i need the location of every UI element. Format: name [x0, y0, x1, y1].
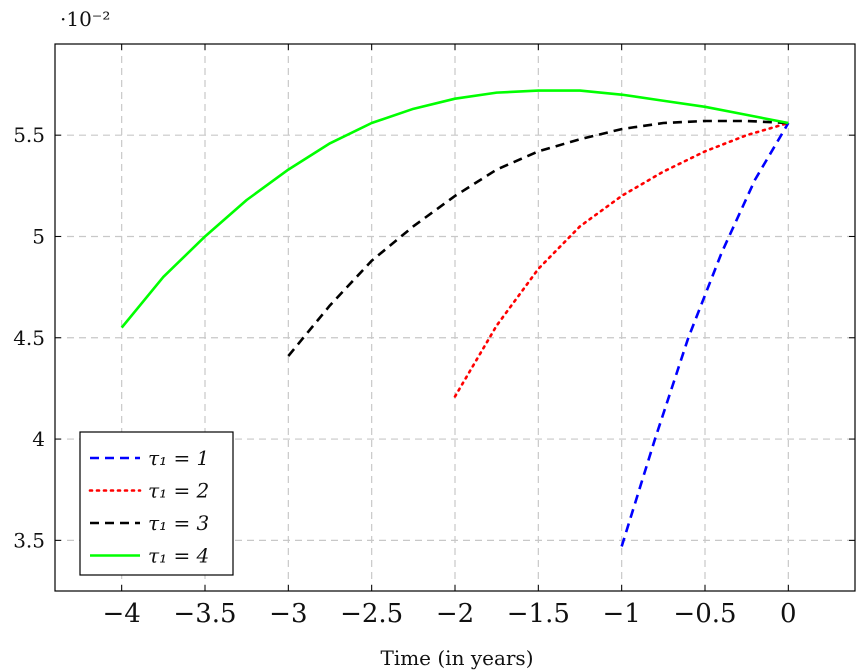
- series-line-4: [120, 89, 789, 329]
- x-tick-label: −2: [436, 599, 474, 629]
- y-tick-label: 3.5: [13, 528, 45, 552]
- legend-label: τ₁ = 2: [148, 479, 209, 503]
- x-tick-label: −1.5: [507, 599, 570, 629]
- x-tick-label: −3: [269, 599, 307, 629]
- y-tick-label: 5: [32, 224, 45, 248]
- legend: τ₁ = 1 τ₁ = 2 τ₁ = 3 τ₁ = 4: [79, 431, 234, 576]
- y-tick-label: 5.5: [13, 123, 45, 147]
- legend-label: τ₁ = 1: [148, 446, 209, 470]
- y-axis-ticks: 3.5 4 4.5 5 5.5: [13, 123, 855, 552]
- x-tick-label: −4: [103, 599, 141, 629]
- x-tick-label: −0.5: [673, 599, 736, 629]
- x-tick-label: −3.5: [173, 599, 236, 629]
- x-axis-label: Time (in years): [380, 646, 533, 670]
- y-tick-label: 4.5: [13, 326, 45, 350]
- x-tick-label: 0: [780, 599, 797, 629]
- x-tick-label: −2.5: [340, 599, 403, 629]
- y-tick-label: 4: [32, 427, 45, 451]
- x-axis-ticks: −4 −3.5 −3 −2.5 −2 −1.5 −1 −0.5 0: [103, 44, 797, 629]
- x-tick-label: −1: [603, 599, 641, 629]
- legend-label: τ₁ = 4: [148, 544, 209, 568]
- legend-box: [79, 431, 234, 576]
- series-lines: [120, 89, 790, 547]
- series-line-3: [287, 119, 789, 357]
- series-line-1: [620, 122, 790, 547]
- legend-label: τ₁ = 3: [148, 511, 209, 535]
- series-line-2: [453, 121, 790, 398]
- y-axis-scale-label: ·10⁻²: [60, 7, 110, 31]
